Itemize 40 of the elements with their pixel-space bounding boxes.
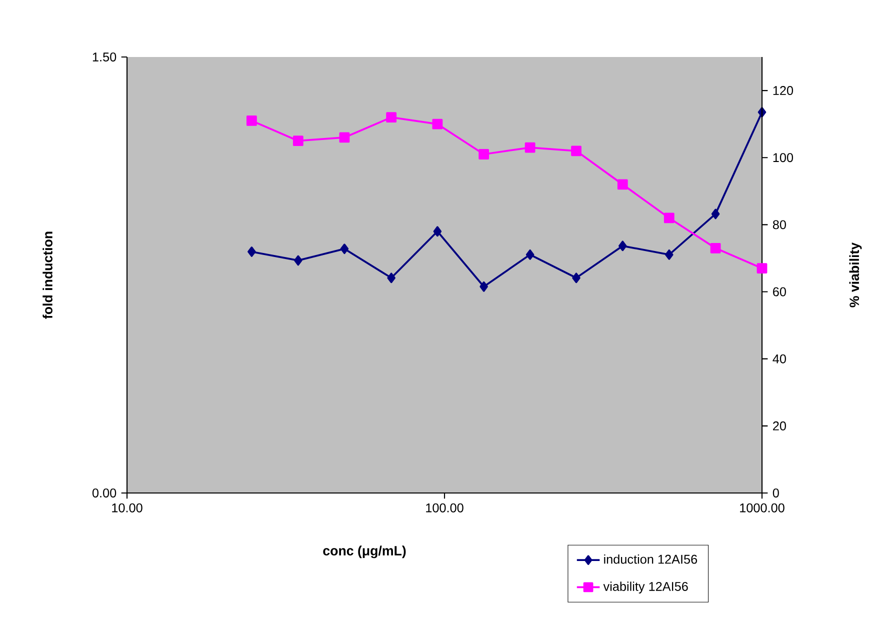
- point: [571, 146, 582, 156]
- x-tick-label: 100.00: [426, 503, 464, 512]
- point: [526, 249, 534, 260]
- point: [340, 244, 349, 254]
- y2-axis-title: % viability: [849, 242, 862, 308]
- y2-tick-label: 40: [772, 354, 786, 364]
- y-axis-title: fold induction: [42, 232, 52, 319]
- y2-tick-label: 100: [773, 153, 794, 162]
- point: [480, 281, 488, 292]
- legend-label: induction 12AI56: [604, 554, 698, 564]
- x-axis-title: conc (μg/mL): [323, 546, 406, 558]
- point: [387, 272, 396, 284]
- point: [386, 112, 397, 123]
- point: [617, 179, 628, 190]
- point: [756, 263, 768, 274]
- y-tick-label: 0.00: [92, 488, 116, 498]
- y-tick-label: 1.50: [92, 52, 116, 62]
- point: [710, 242, 721, 254]
- legend-label: viability 12AI56: [603, 582, 688, 594]
- point: [665, 249, 674, 260]
- y2-tick-label: 120: [773, 86, 794, 96]
- point: [246, 116, 257, 126]
- point: [572, 272, 580, 284]
- x-tick-label: 10.00: [112, 503, 142, 512]
- y2-tick-label: 60: [773, 287, 786, 296]
- point: [618, 240, 627, 252]
- y2-tick-label: 0: [772, 488, 779, 498]
- point: [339, 132, 350, 143]
- point: [524, 142, 536, 153]
- point: [294, 255, 302, 266]
- point: [292, 136, 304, 146]
- y2-tick-label: 80: [772, 220, 786, 230]
- point: [664, 212, 674, 224]
- point: [248, 246, 256, 257]
- point: [432, 118, 443, 130]
- x-tick-label: 1000.00: [740, 503, 784, 512]
- point: [478, 149, 490, 160]
- point: [711, 208, 720, 220]
- point: [433, 226, 442, 237]
- y2-tick-label: 20: [773, 421, 786, 430]
